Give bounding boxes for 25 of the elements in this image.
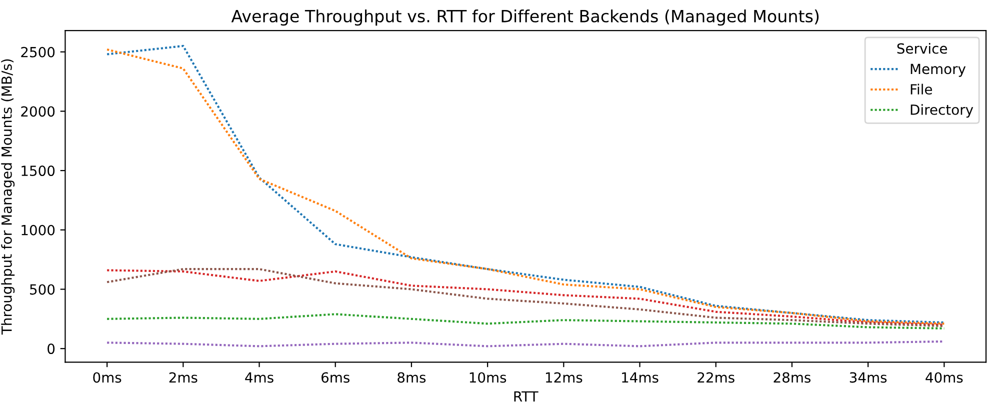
legend-label: Directory <box>910 104 974 118</box>
y-tick-label: 2000 <box>21 106 55 117</box>
x-tick-label: 28ms <box>774 372 811 383</box>
x-tick-label: 2ms <box>169 372 198 383</box>
legend-title: Service <box>897 43 947 54</box>
y-tick-label: 2500 <box>21 46 55 58</box>
x-axis-title: RTT <box>514 391 538 402</box>
x-tick-label: 22ms <box>698 372 734 383</box>
y-tick-label: 0 <box>48 344 55 354</box>
legend-label: Memory <box>910 64 966 77</box>
x-tick-label: 14ms <box>622 372 658 383</box>
x-tick-label: 34ms <box>850 372 887 383</box>
x-tick-label: 10ms <box>470 372 506 383</box>
x-tick-label: 40ms <box>926 372 963 383</box>
y-tick-label: 500 <box>30 284 55 295</box>
x-tick-label: 4ms <box>245 372 274 383</box>
y-tick-label: 1500 <box>22 166 55 176</box>
x-tick-label: 8ms <box>398 372 426 383</box>
legend-label: File <box>910 84 932 95</box>
x-tick-label: 0ms <box>93 372 122 383</box>
x-tick-label: 6ms <box>322 372 350 383</box>
y-tick-label: 1000 <box>22 224 55 236</box>
y-axis-title: Throughput for Managed Mounts (MB/s) <box>1 59 15 335</box>
x-tick-label: 12ms <box>546 372 582 383</box>
chart-title: Average Throughput vs. RTT for Different Backends (Managed Mounts) <box>231 10 819 26</box>
